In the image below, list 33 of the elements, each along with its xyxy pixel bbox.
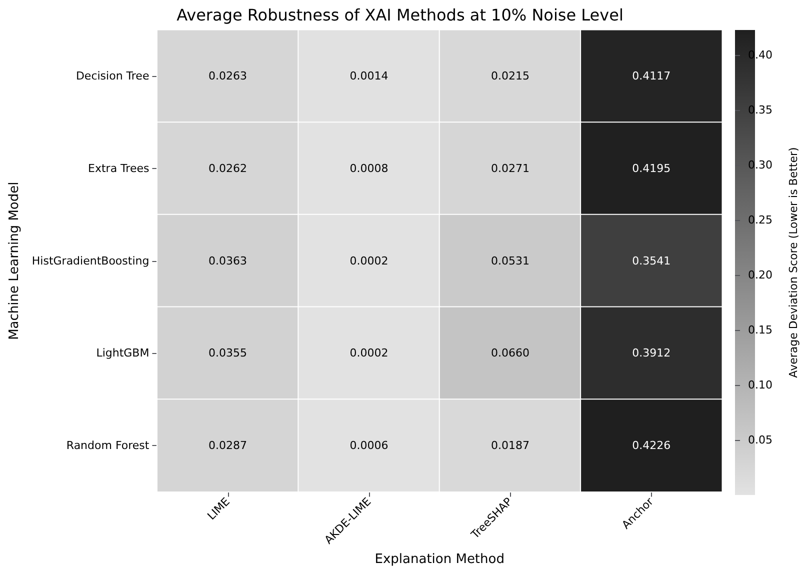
y-tick-label: Random Forest <box>66 439 150 452</box>
data-label: 0.0187 <box>490 439 530 452</box>
data-label: 0.0002 <box>350 346 388 360</box>
color-bar-title: Average Deviation Score (Lower is Better) <box>787 147 800 378</box>
color-bar-label: 0.10 <box>748 378 772 392</box>
data-label: 0.0363 <box>208 254 248 268</box>
data-label: 0.0287 <box>208 439 248 452</box>
data-label: 0.4226 <box>632 439 671 452</box>
data-label: 0.0271 <box>490 162 530 176</box>
y-tick-label: Decision Tree <box>76 70 150 83</box>
data-label: 0.0014 <box>350 70 388 83</box>
data-label: 0.3912 <box>632 346 671 360</box>
data-label: 0.0660 <box>490 346 530 360</box>
data-label: 0.0008 <box>350 162 388 176</box>
data-label: 0.0215 <box>490 70 530 83</box>
data-label: 0.0531 <box>490 254 530 268</box>
data-label: 0.0263 <box>208 70 248 83</box>
data-label: 0.0006 <box>350 439 388 452</box>
color-bar-label: 0.05 <box>748 434 772 447</box>
color-bar-label: 0.15 <box>748 324 772 337</box>
data-label: 0.4195 <box>632 162 671 176</box>
y-tick-label: LightGBM <box>96 346 150 360</box>
y-tick-label: Extra Trees <box>88 162 150 176</box>
chart-title: Average Robustness of XAI Methods at 10% Noise Level <box>176 6 624 24</box>
data-label: 0.4117 <box>632 70 671 83</box>
data-label: 0.3541 <box>632 254 671 268</box>
data-label: 0.0262 <box>208 162 248 176</box>
data-label: 0.0355 <box>208 346 248 360</box>
x-axis-title: Explanation Method <box>374 552 504 567</box>
y-tick-label: HistGradientBoosting <box>32 254 150 268</box>
y-axis-title: Machine Learning Model <box>7 182 22 340</box>
color-bar-label: 0.20 <box>748 268 772 282</box>
data-label: 0.0002 <box>350 254 388 268</box>
